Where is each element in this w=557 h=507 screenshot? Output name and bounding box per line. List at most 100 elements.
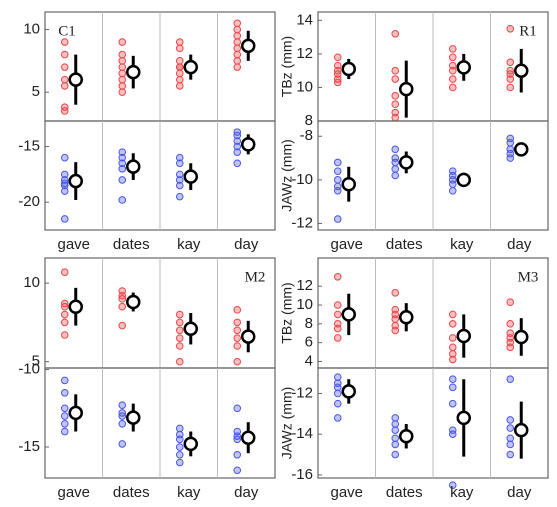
data-point bbox=[333, 61, 342, 70]
data-point bbox=[506, 298, 515, 306]
mean-marker bbox=[399, 428, 414, 444]
data-point bbox=[506, 320, 515, 328]
data-point bbox=[391, 66, 400, 75]
data-point bbox=[448, 430, 457, 439]
y-tick-label: 6 bbox=[305, 334, 313, 351]
data-point bbox=[175, 443, 184, 451]
x-tick-label: day bbox=[507, 484, 532, 501]
x-tick-label: kay bbox=[177, 484, 201, 501]
data-point bbox=[60, 38, 69, 46]
x-tick-label: dates bbox=[386, 484, 423, 501]
data-point bbox=[118, 165, 127, 173]
data-point bbox=[60, 318, 69, 327]
data-point bbox=[506, 434, 515, 443]
mean-marker bbox=[399, 309, 414, 325]
data-point bbox=[391, 154, 400, 162]
y-tick-label: 4 bbox=[305, 352, 313, 369]
data-point bbox=[233, 326, 242, 335]
data-point bbox=[233, 334, 242, 342]
data-point bbox=[175, 44, 184, 53]
data-point bbox=[448, 75, 457, 83]
data-point bbox=[233, 450, 242, 459]
y-tick-label: 12 bbox=[296, 277, 313, 294]
data-point bbox=[60, 215, 69, 223]
mean-marker bbox=[514, 142, 529, 157]
data-point bbox=[448, 375, 457, 384]
data-point bbox=[60, 299, 69, 308]
data-point bbox=[448, 481, 457, 489]
data-point bbox=[333, 310, 342, 319]
panel-title: M3 bbox=[518, 269, 539, 285]
data-point bbox=[175, 170, 184, 179]
data-point bbox=[175, 334, 184, 342]
mean-marker bbox=[126, 64, 141, 80]
data-point bbox=[175, 159, 184, 168]
mean-marker bbox=[68, 405, 83, 421]
data-point bbox=[333, 167, 342, 175]
data-point bbox=[60, 63, 69, 71]
data-point bbox=[118, 321, 127, 330]
data-point bbox=[391, 305, 400, 314]
data-point bbox=[391, 100, 400, 109]
mean-marker bbox=[456, 328, 471, 344]
data-point bbox=[60, 103, 69, 112]
mean-marker bbox=[126, 294, 141, 310]
mean-marker bbox=[241, 38, 256, 54]
mean-marker bbox=[514, 329, 529, 345]
data-point bbox=[233, 148, 242, 156]
data-point bbox=[391, 30, 400, 38]
x-tick-label: day bbox=[234, 236, 259, 253]
mean-marker bbox=[183, 169, 198, 184]
data-point bbox=[60, 388, 69, 397]
data-point bbox=[448, 350, 457, 358]
y-axis-label: TBz (mm) bbox=[279, 36, 295, 97]
data-point bbox=[506, 145, 515, 154]
y-axis-label: TBz (mm) bbox=[279, 282, 295, 343]
data-point bbox=[233, 318, 242, 327]
data-point bbox=[60, 181, 69, 190]
mean-marker bbox=[241, 329, 256, 344]
data-point bbox=[118, 69, 127, 78]
data-point bbox=[175, 342, 184, 350]
mean-marker bbox=[126, 410, 141, 425]
mean-marker bbox=[341, 176, 356, 192]
mean-marker bbox=[183, 321, 198, 336]
data-point bbox=[233, 306, 242, 314]
y-tick-label: 5 bbox=[32, 83, 40, 100]
data-point bbox=[506, 440, 515, 449]
x-tick-label: kay bbox=[450, 484, 474, 501]
y-tick-label: -15 bbox=[18, 438, 40, 455]
data-point bbox=[333, 373, 342, 381]
data-point bbox=[448, 426, 457, 434]
y-tick-label: 8 bbox=[305, 112, 313, 129]
panel-title: C1 bbox=[58, 23, 76, 39]
data-point bbox=[175, 326, 184, 335]
data-point bbox=[448, 355, 457, 364]
data-point bbox=[391, 92, 400, 100]
data-point bbox=[391, 288, 400, 297]
y-tick-label: -12 bbox=[291, 214, 313, 231]
data-point bbox=[333, 399, 342, 408]
data-point bbox=[233, 32, 242, 40]
data-point bbox=[448, 399, 457, 408]
data-point bbox=[175, 38, 184, 46]
y-tick-label: 12 bbox=[296, 45, 313, 62]
data-point bbox=[118, 440, 127, 448]
data-point bbox=[118, 50, 127, 59]
y-tick-label: -10 bbox=[291, 171, 313, 188]
y-tick-label: -15 bbox=[18, 138, 40, 155]
x-tick-label: gave bbox=[330, 484, 363, 501]
x-tick-label: day bbox=[234, 484, 259, 501]
data-point bbox=[448, 61, 457, 70]
mean-marker bbox=[514, 63, 529, 78]
data-point bbox=[175, 75, 184, 84]
data-point bbox=[333, 379, 342, 388]
data-point bbox=[118, 88, 127, 96]
data-point bbox=[448, 167, 457, 175]
data-point bbox=[333, 176, 342, 184]
data-point bbox=[175, 430, 184, 439]
data-point bbox=[506, 450, 515, 459]
data-point bbox=[448, 45, 457, 53]
mean-marker bbox=[183, 59, 198, 75]
